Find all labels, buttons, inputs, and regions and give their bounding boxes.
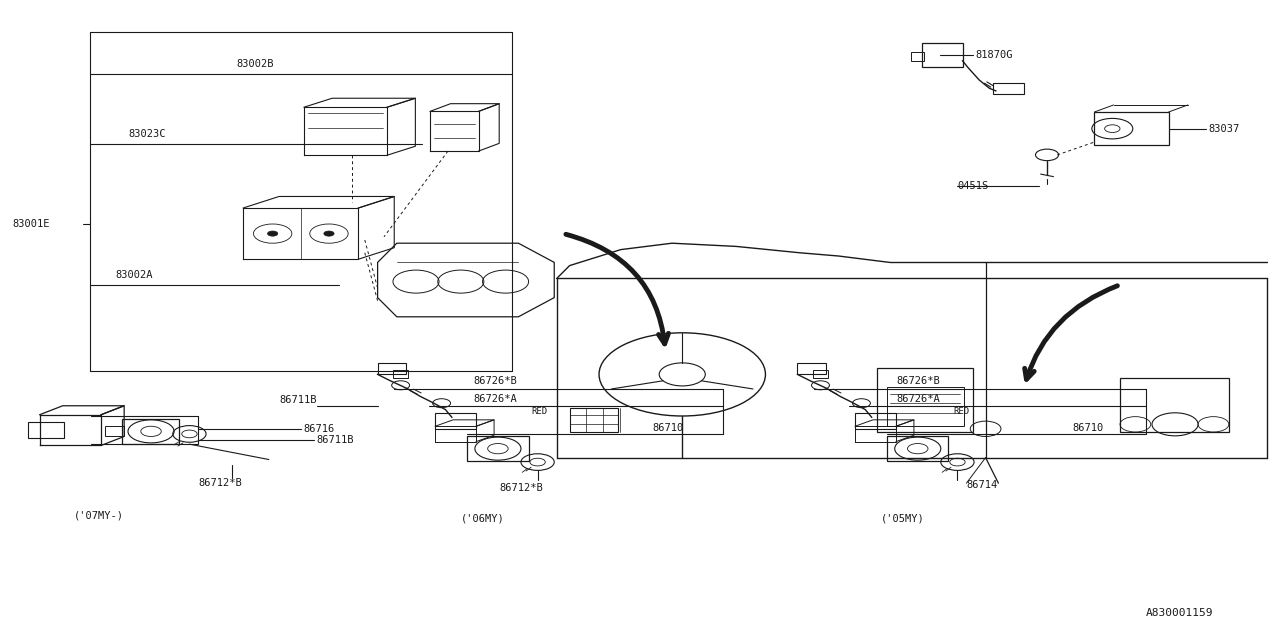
Text: 86711B: 86711B [279,395,316,405]
Text: 0451S: 0451S [957,180,988,191]
Bar [855,413,896,429]
Bar [1094,112,1169,145]
Text: 86712*B: 86712*B [198,478,242,488]
Text: 81870G: 81870G [975,50,1012,60]
Text: 86716: 86716 [303,424,334,434]
Text: RED: RED [954,407,970,416]
Text: ('05MY): ('05MY) [881,513,924,524]
Bar [877,368,973,432]
Text: A830001159: A830001159 [1146,608,1213,618]
FancyArrowPatch shape [1025,286,1117,380]
Circle shape [268,231,278,236]
Text: 83002A: 83002A [115,270,152,280]
Text: ('06MY): ('06MY) [461,513,504,524]
Bar [813,370,828,378]
Bar [911,52,924,61]
Bar [1120,378,1229,432]
Bar [993,83,1024,94]
Text: RED: RED [531,407,548,416]
Bar [922,43,963,67]
Bar [105,426,124,436]
Bar [28,422,64,438]
Bar [887,387,964,426]
Text: 86726*B: 86726*B [474,376,517,387]
Circle shape [324,231,334,236]
Text: 83023C: 83023C [128,129,165,140]
Bar [467,436,529,461]
Text: 86714: 86714 [966,480,997,490]
Bar [122,419,179,444]
Bar [797,363,826,374]
Text: 86726*A: 86726*A [474,394,517,404]
Text: 86710: 86710 [653,422,684,433]
Bar [393,370,408,378]
Bar [378,363,406,374]
Text: 86726*B: 86726*B [896,376,940,387]
Text: ('07MY-): ('07MY-) [74,510,124,520]
Text: 86726*A: 86726*A [896,394,940,404]
Text: 83037: 83037 [1208,124,1239,134]
Bar [435,413,476,429]
Bar [570,408,618,432]
Text: 86712*B: 86712*B [499,483,543,493]
Text: 86711B: 86711B [316,435,353,445]
Text: 83002B: 83002B [237,59,274,69]
Bar [887,436,948,461]
Text: 83001E: 83001E [13,219,50,229]
Text: 86710: 86710 [1073,422,1103,433]
FancyArrowPatch shape [566,234,668,344]
